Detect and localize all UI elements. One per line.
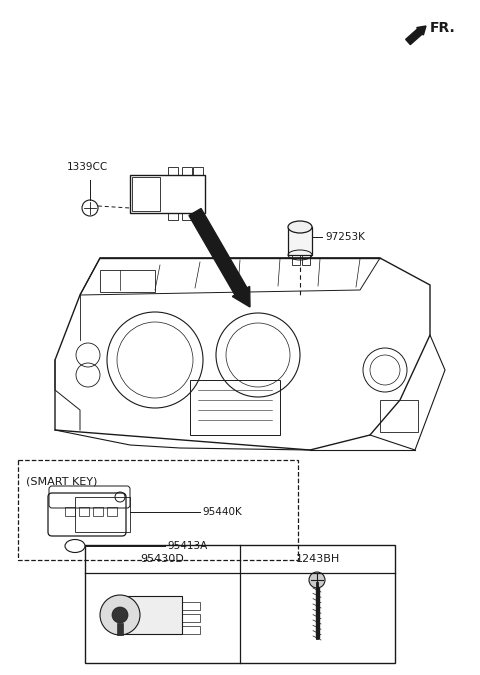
Bar: [190, 380, 280, 435]
Bar: [132, 177, 160, 211]
Text: 95430D: 95430D: [141, 554, 184, 564]
Ellipse shape: [288, 221, 312, 233]
Bar: [292, 255, 300, 265]
Bar: [75, 497, 130, 532]
Bar: [93, 507, 103, 516]
Bar: [182, 626, 200, 634]
Bar: [120, 596, 182, 634]
Circle shape: [309, 572, 325, 588]
Bar: [130, 175, 205, 213]
Text: (SMART KEY): (SMART KEY): [26, 476, 97, 486]
Bar: [168, 213, 178, 220]
Text: 1243BH: 1243BH: [295, 554, 340, 564]
Bar: [302, 255, 310, 265]
Text: 1339CC: 1339CC: [67, 162, 108, 172]
FancyArrow shape: [315, 583, 319, 638]
Bar: [182, 602, 200, 610]
FancyArrow shape: [189, 209, 250, 307]
Bar: [193, 213, 203, 220]
Bar: [168, 167, 178, 175]
Bar: [65, 507, 75, 516]
Bar: [79, 507, 89, 516]
Circle shape: [112, 607, 128, 623]
Circle shape: [100, 595, 140, 635]
Bar: [18, 460, 298, 560]
Bar: [182, 614, 200, 622]
Bar: [100, 270, 155, 292]
Bar: [182, 213, 192, 220]
Text: 95413A: 95413A: [167, 541, 207, 551]
Bar: [107, 507, 117, 516]
Bar: [182, 167, 192, 175]
Text: 97253K: 97253K: [325, 232, 365, 242]
Text: 95440K: 95440K: [202, 507, 242, 517]
Bar: [193, 167, 203, 175]
Bar: [85, 545, 395, 663]
Bar: [380, 400, 418, 432]
Bar: [117, 623, 123, 635]
Text: FR.: FR.: [430, 21, 456, 35]
Bar: [288, 227, 312, 255]
FancyArrow shape: [406, 26, 426, 45]
